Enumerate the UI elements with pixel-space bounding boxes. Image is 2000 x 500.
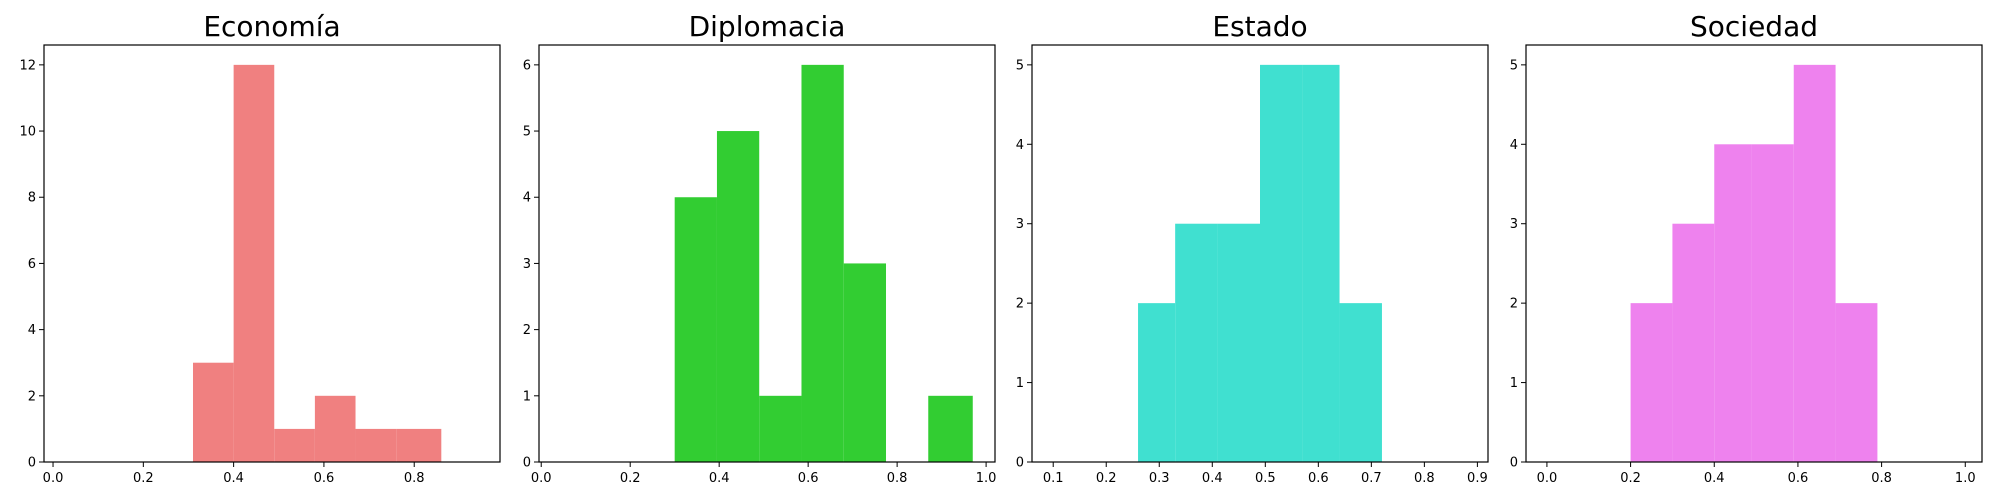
x-tick-label: 0.4 (1202, 471, 1223, 486)
y-tick-label: 5 (1510, 58, 1518, 73)
plot-frame (1031, 44, 1489, 463)
x-tick-label: 0.4 (709, 471, 730, 486)
x-tick-label: 0.8 (1414, 471, 1435, 486)
y-tick-label: 6 (523, 58, 531, 73)
x-tick-label: 0.2 (1620, 471, 1641, 486)
histogram-bar (843, 263, 887, 462)
plot-frame (538, 44, 996, 463)
chart-panel-3: Estado 0.1 0.2 0.3 0.4 0.5 0.6 0.7 0.8 0.9 0 1 2 3 4 5 (1016, 10, 1489, 486)
x-tick-label: 0.7 (1361, 471, 1382, 486)
x-tick-label: 0.8 (1871, 471, 1892, 486)
x-tick-label: 0.1 (1043, 471, 1064, 486)
x-tick-label: 0.2 (133, 471, 154, 486)
histogram-bar (801, 64, 844, 462)
y-tick-label: 0 (1510, 456, 1518, 471)
histogram-bar (314, 395, 356, 462)
x-tick-label: 0.4 (223, 471, 244, 486)
histogram-bar (1793, 64, 1836, 462)
y-tick-label: 3 (1510, 217, 1518, 232)
y-tick-label: 0 (523, 456, 531, 471)
x-tick-label: 0.6 (1788, 471, 1809, 486)
histogram-bar (1260, 64, 1303, 462)
chart-title: Diplomacia (689, 10, 846, 43)
x-tick-label: 0.4 (1704, 471, 1725, 486)
histogram-bar (192, 362, 234, 462)
histogram-bar (1835, 303, 1878, 462)
y-tick-label: 2 (28, 389, 36, 404)
histogram-bar (355, 428, 397, 462)
x-tick-label: 0.5 (1255, 471, 1276, 486)
y-tick-label: 2 (1016, 297, 1024, 312)
y-tick-label: 12 (19, 58, 36, 73)
histogram-bar (396, 428, 442, 462)
y-tick-label: 5 (523, 125, 531, 140)
x-tick-label: 0.3 (1149, 471, 1170, 486)
x-tick-label: 0.8 (404, 471, 425, 486)
x-tick-label: 0.9 (1467, 471, 1488, 486)
histogram-bar (1302, 64, 1340, 462)
chart-title: Sociedad (1690, 10, 1818, 43)
x-tick-label: 0.0 (43, 471, 64, 486)
histogram-bar (1751, 144, 1794, 463)
x-tick-label: 0.0 (1537, 471, 1558, 486)
x-tick-label: 0.0 (531, 471, 552, 486)
y-tick-label: 4 (1016, 138, 1024, 153)
x-tick-label: 0.6 (798, 471, 819, 486)
x-tick-label: 1.0 (1955, 471, 1976, 486)
histogram-bar (674, 197, 717, 462)
y-tick-label: 0 (28, 456, 36, 471)
x-tick-label: 0.8 (887, 471, 908, 486)
plot-frame (43, 44, 501, 463)
histogram-bar (274, 428, 315, 462)
histogram-bar (1217, 223, 1260, 462)
chart-panel-4: Sociedad 0.0 0.2 0.4 0.6 0.8 1.0 0 1 2 3 4 5 (1510, 10, 1983, 486)
y-tick-label: 0 (1016, 456, 1024, 471)
x-tick-label: 1.0 (976, 471, 997, 486)
y-tick-label: 2 (523, 323, 531, 338)
y-tick-label: 6 (28, 257, 36, 272)
chart-panel-2: Diplomacia 0.0 0.2 0.4 0.6 0.8 1.0 0 1 2 3 4 5 6 (523, 10, 997, 486)
x-tick-label: 0.6 (1308, 471, 1329, 486)
y-tick-label: 2 (1510, 297, 1518, 312)
y-tick-label: 3 (523, 257, 531, 272)
chart-title: Economía (203, 10, 340, 43)
histogram-bar (233, 64, 275, 462)
histogram-bar (1339, 303, 1382, 462)
histogram-bar (1714, 144, 1752, 463)
histogram-bar (1630, 303, 1673, 462)
histogram-bar (716, 131, 760, 463)
histogram-bar (1138, 303, 1176, 462)
chart-panel-1: Economía 0.0 0.2 0.4 0.6 0.8 0 2 4 6 8 10 12 (19, 10, 501, 486)
y-tick-label: 8 (28, 191, 36, 206)
x-tick-label: 0.2 (1096, 471, 1117, 486)
y-tick-label: 5 (1016, 58, 1024, 73)
y-tick-label: 3 (1016, 217, 1024, 232)
x-tick-label: 0.2 (620, 471, 641, 486)
y-tick-label: 1 (523, 389, 531, 404)
y-tick-label: 4 (28, 323, 36, 338)
histogram-bar (928, 395, 973, 462)
y-tick-label: 4 (1510, 138, 1518, 153)
plot-frame (1525, 44, 1983, 463)
histogram-bar (1672, 223, 1715, 462)
histogram-bar (759, 395, 802, 462)
histogram-bar (1175, 223, 1218, 462)
y-tick-label: 4 (523, 191, 531, 206)
y-tick-label: 1 (1510, 376, 1518, 391)
y-tick-label: 1 (1016, 376, 1024, 391)
x-tick-label: 0.6 (314, 471, 335, 486)
chart-title: Estado (1212, 10, 1307, 43)
y-tick-label: 10 (19, 125, 36, 140)
